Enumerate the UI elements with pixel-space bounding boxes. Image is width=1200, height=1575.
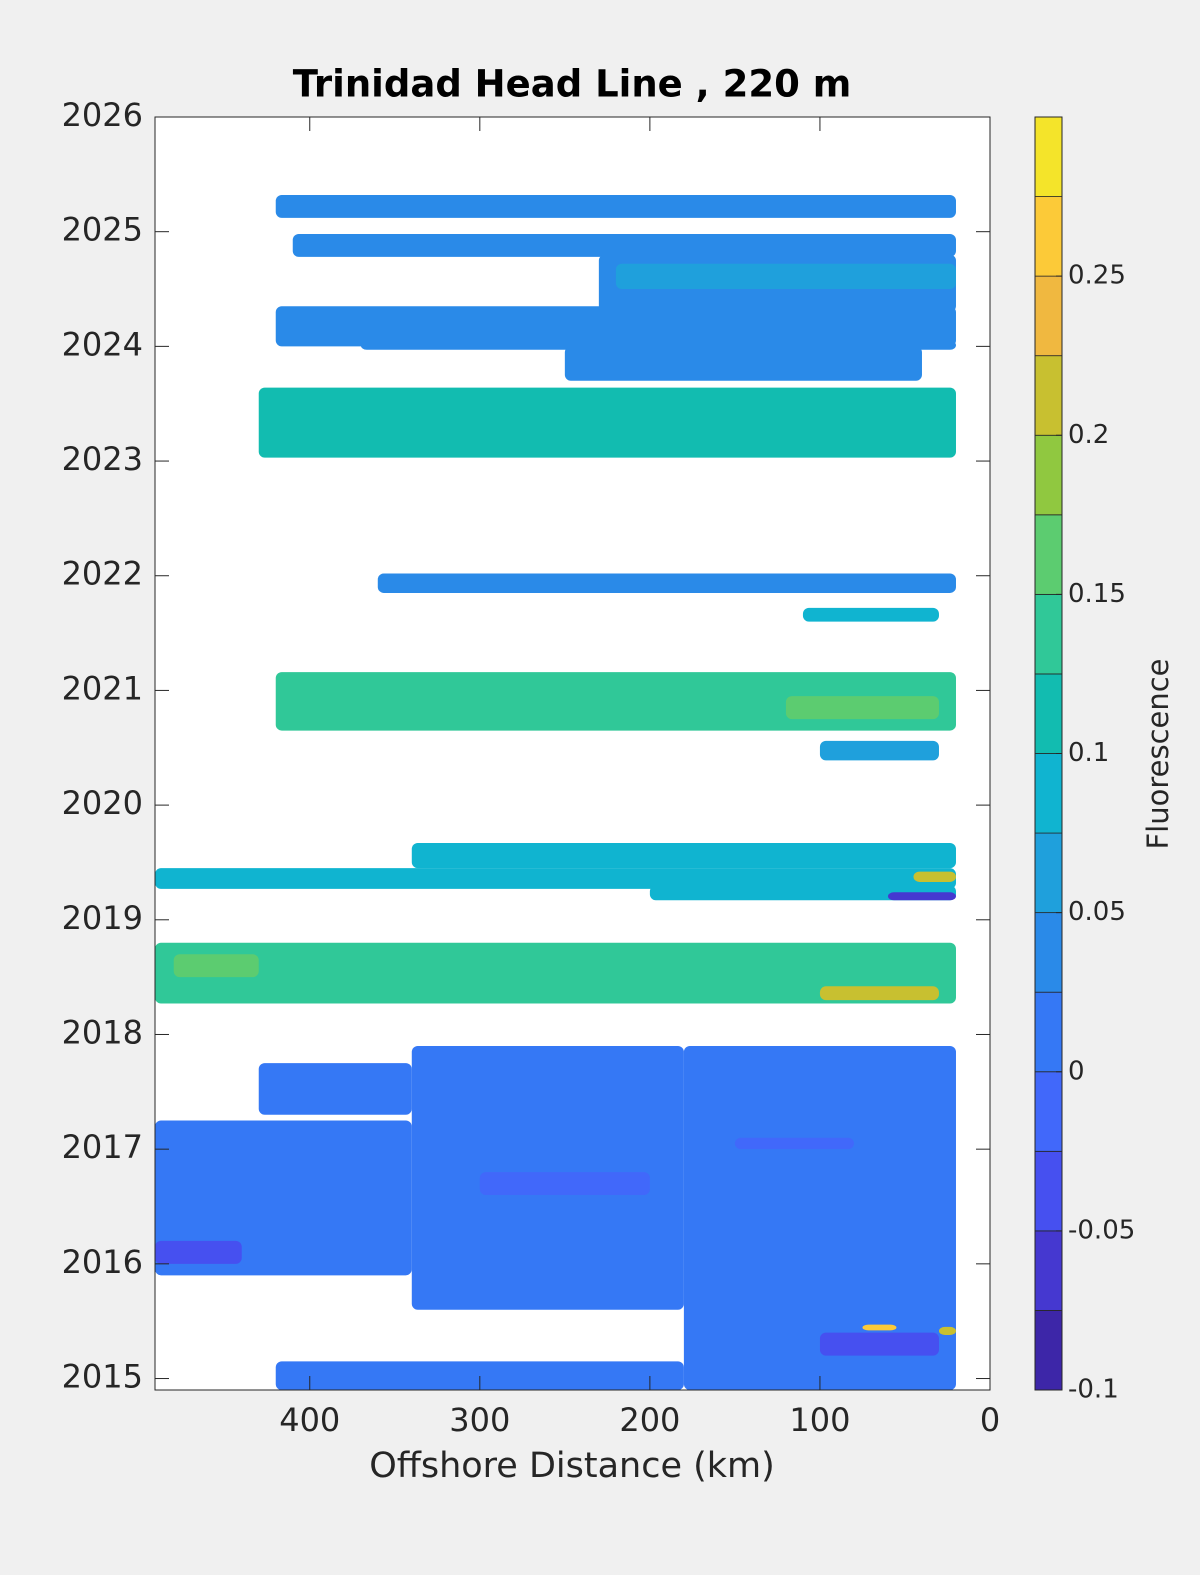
contour-patch <box>275 672 956 731</box>
colorbar-segment <box>1034 1310 1063 1391</box>
contour-patch <box>734 1137 854 1150</box>
y-tick-label: 2020 <box>62 784 143 822</box>
contour-patch <box>377 573 956 593</box>
contour-patch <box>155 868 956 889</box>
colorbar-segment <box>1034 275 1063 357</box>
colorbar-segment <box>1034 355 1063 436</box>
contour-patch <box>275 306 956 347</box>
y-tick-label: 2023 <box>62 440 143 478</box>
contour-patch <box>615 263 956 290</box>
contour-patch <box>819 740 939 761</box>
x-tick-label: 0 <box>980 1401 1000 1439</box>
colorbar-segment <box>1034 434 1063 516</box>
x-axis-label: Offshore Distance (km) <box>369 1446 775 1486</box>
contour-patch <box>862 1324 897 1331</box>
colorbar-segment <box>1034 991 1063 1073</box>
colorbar-tick-label: 0.15 <box>1068 579 1126 609</box>
colorbar-segment <box>1034 1150 1063 1232</box>
y-tick-label: 2016 <box>62 1243 143 1281</box>
contour-patch <box>173 954 259 978</box>
contour-patch <box>785 696 939 720</box>
contour-patch <box>275 194 956 218</box>
y-tick-label: 2018 <box>62 1013 143 1051</box>
y-tick-label: 2026 <box>62 96 143 134</box>
colorbar-tick-label: 0.25 <box>1068 261 1126 291</box>
x-tick-label: 300 <box>449 1401 510 1439</box>
contour-patch <box>258 1063 412 1115</box>
contour-patch <box>913 871 956 882</box>
contour-patch <box>683 1045 956 1390</box>
colorbar-label: Fluorescence <box>1141 658 1175 849</box>
y-tick-label: 2017 <box>62 1128 143 1166</box>
contour-patch <box>649 885 956 901</box>
axes: 2015 2016 2017 2018 2019 2020 2021 2022 2023 2024… <box>62 96 1136 1439</box>
colorbar-segment <box>1034 116 1063 197</box>
contour-patch <box>479 1172 650 1196</box>
x-tick-label: 200 <box>619 1401 680 1439</box>
colorbar-tick-label: 0.2 <box>1068 420 1109 450</box>
contour-patch <box>292 233 956 257</box>
colorbar-tick-label: -0.1 <box>1068 1375 1119 1405</box>
colorbar-tick-label: -0.05 <box>1068 1215 1135 1245</box>
x-tick-label: 400 <box>279 1401 340 1439</box>
colorbar-segment <box>1034 196 1063 277</box>
y-tick-label: 2019 <box>62 899 143 937</box>
contour-patch <box>819 986 939 1001</box>
colorbar-tick-label: 0 <box>1068 1056 1085 1086</box>
contour-patch <box>802 607 939 622</box>
contour-patch <box>155 1120 412 1276</box>
contour-patch <box>258 387 956 458</box>
plot-frame <box>154 116 991 1391</box>
y-tick-label: 2022 <box>62 555 143 593</box>
contour-fill <box>155 194 956 1390</box>
colorbar-segment <box>1034 912 1063 993</box>
colorbar-segment <box>1034 832 1063 914</box>
colorbar-segment <box>1034 673 1063 754</box>
contour-patch <box>155 942 956 1004</box>
colorbar-segment <box>1034 593 1063 675</box>
y-tick-label: 2025 <box>62 211 143 249</box>
chart-title: Trinidad Head Line , 220 m <box>293 63 852 106</box>
colorbar-tick-label: 0.1 <box>1068 738 1109 768</box>
contour-patch <box>155 1240 242 1264</box>
contour-patch <box>411 842 956 869</box>
contour-patch <box>819 1332 939 1356</box>
contour-patch <box>275 1361 684 1390</box>
contour-patch <box>564 346 922 381</box>
colorbar-segment <box>1034 753 1063 834</box>
y-tick-label: 2024 <box>62 325 143 363</box>
colorbar-segment <box>1034 1071 1063 1152</box>
colorbar-tick-label: 0.05 <box>1068 897 1126 927</box>
y-tick-label: 2015 <box>62 1358 143 1396</box>
colorbar-segment <box>1034 514 1063 595</box>
colorbar-segment <box>1034 1230 1063 1311</box>
y-tick-label: 2021 <box>62 669 143 707</box>
contour-patch <box>887 892 956 901</box>
x-tick-label: 100 <box>789 1401 850 1439</box>
contour-patch <box>938 1326 956 1335</box>
